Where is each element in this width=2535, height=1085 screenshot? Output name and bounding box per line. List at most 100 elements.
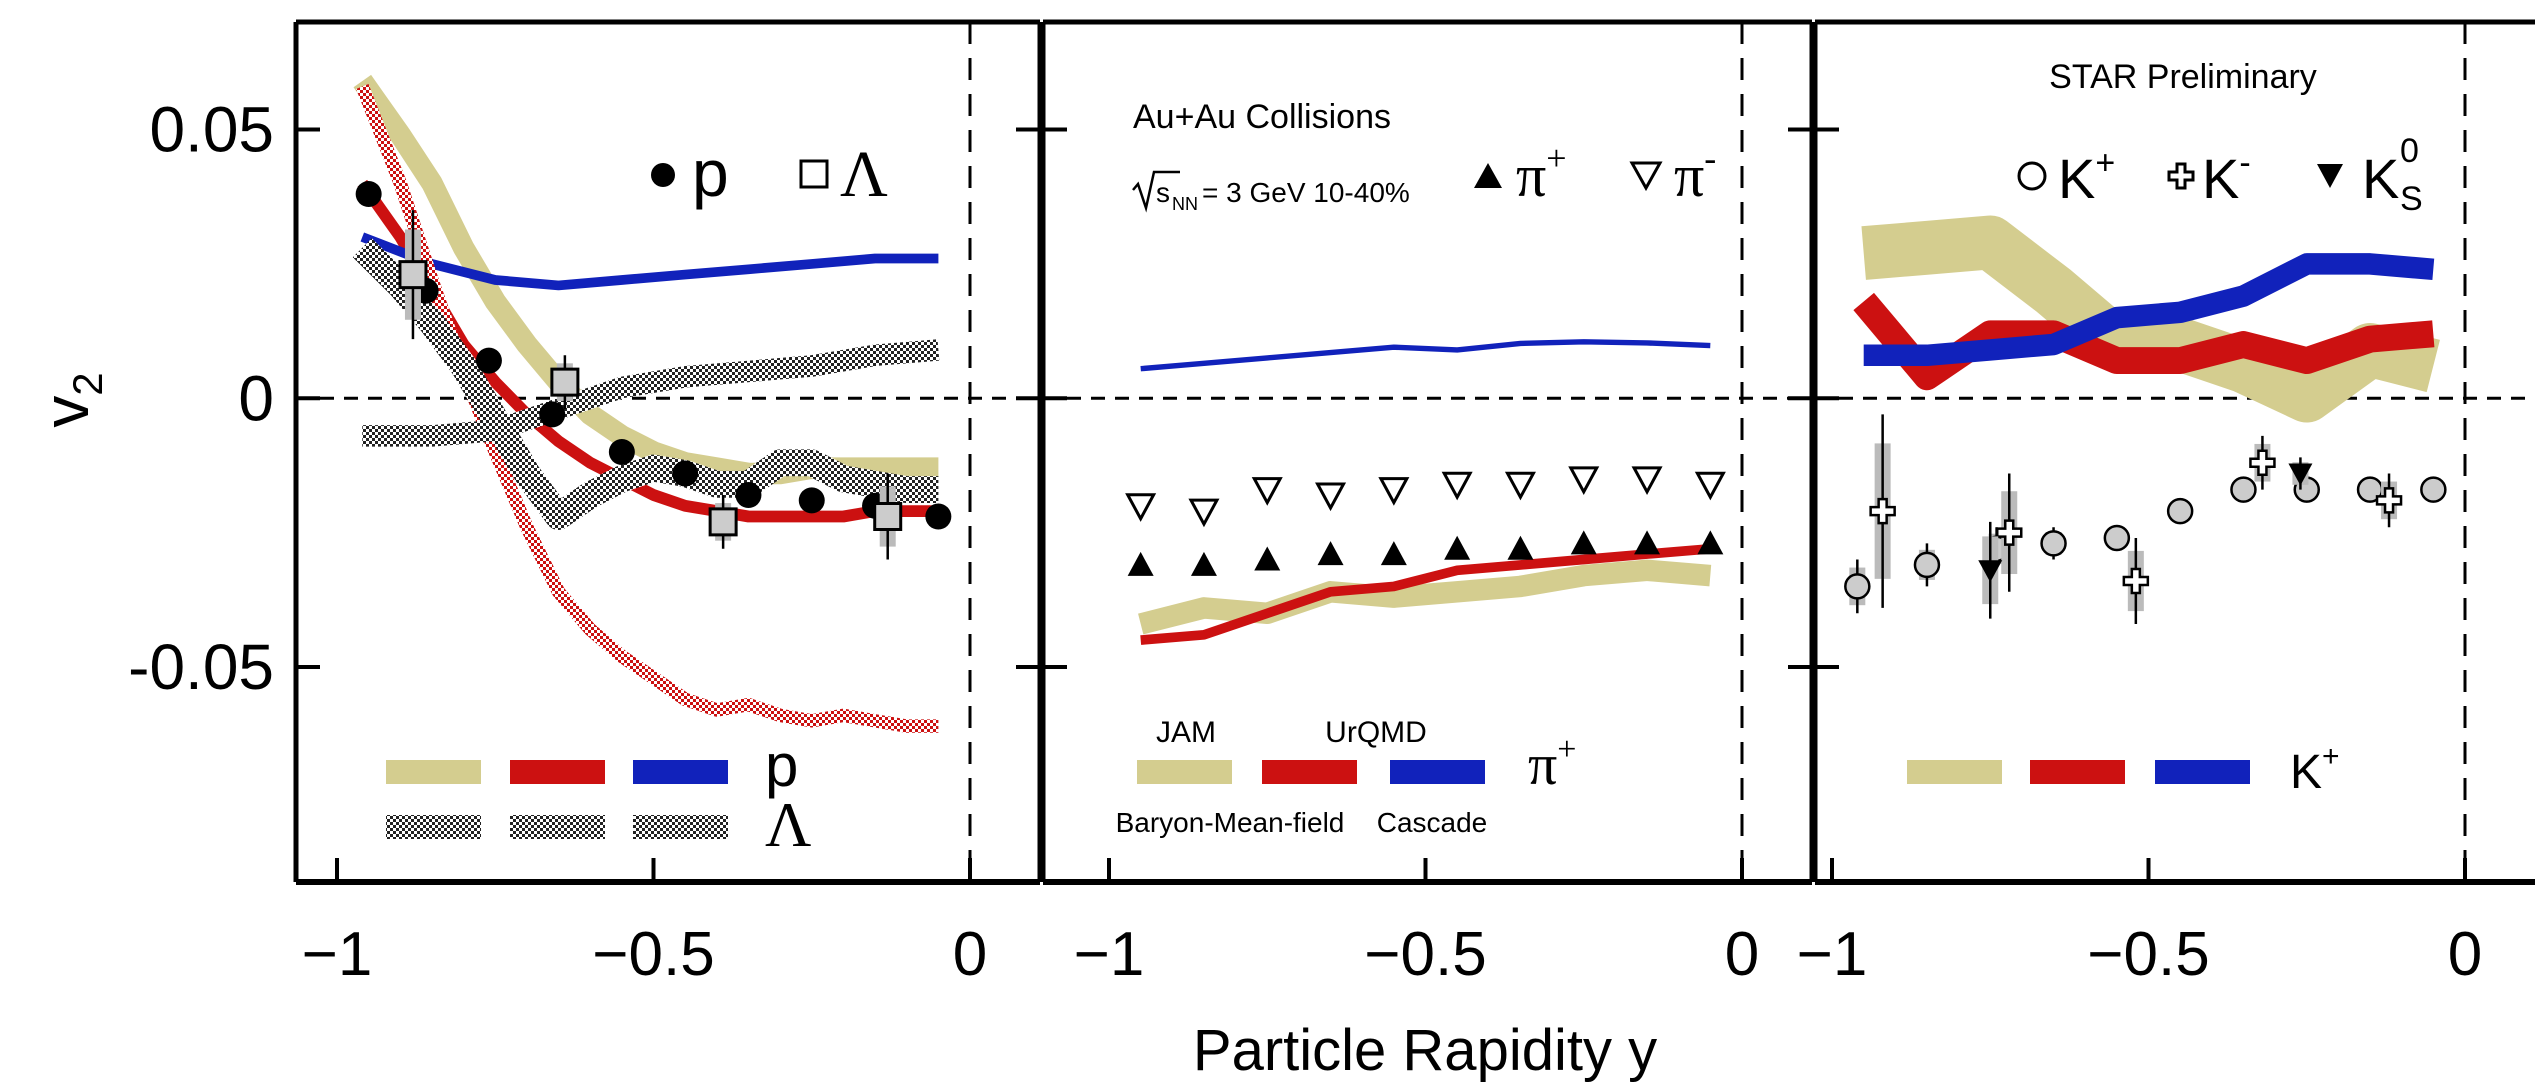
legend-label-k-plus: K+ — [2058, 144, 2115, 210]
model-line-cascade — [1140, 339, 1711, 372]
data-point-pi-minus — [1378, 477, 1410, 506]
x-tick-label: 0 — [2448, 920, 2482, 989]
data-point-k-minus — [2122, 567, 2150, 595]
data-point-pi-plus — [1317, 541, 1344, 566]
legend-label-k-short: K — [2362, 147, 2399, 210]
model-line-urqmd — [1140, 543, 1711, 645]
y-axis-label-main: v — [30, 396, 102, 428]
k-short-sup: 0 — [2400, 132, 2419, 170]
data-point-k-short — [1978, 560, 2003, 583]
legend-band-urqmd-middle — [1262, 760, 1357, 784]
legend-middle-markers: π+ π- — [1474, 138, 1716, 209]
data-point-k-plus — [1844, 573, 1871, 600]
legend-middle-pi-sup: + — [1557, 731, 1576, 768]
model-band-cascade — [1863, 253, 2435, 367]
legend-model-jam: JAM — [1156, 716, 1216, 749]
energy-centrality-label: = 3 GeV 10-40% — [1202, 177, 1410, 208]
data-point-lambda — [708, 507, 738, 537]
k-short-base: K — [2362, 147, 2399, 210]
data-point-pi-minus — [1631, 466, 1663, 496]
legend-label-pi-minus: π- — [1674, 138, 1716, 209]
legend-middle-row1-label: π+ — [1528, 731, 1576, 797]
data-point-pi-plus — [1507, 535, 1534, 560]
legend-right-k-base: K — [2290, 746, 2322, 799]
k-short-sub: S — [2400, 180, 2423, 218]
data-point-pi-minus — [1504, 471, 1536, 501]
data-point-pi-minus — [1441, 471, 1473, 501]
data-point-pi-plus — [1570, 530, 1597, 555]
data-point-p — [798, 487, 825, 514]
annotation-collisions: Au+Au Collisions — [1133, 98, 1391, 136]
data-point-k-minus — [1869, 497, 1896, 525]
data-point-p — [925, 503, 952, 530]
y-tick-label: 0 — [238, 362, 274, 434]
data-point-p — [475, 347, 502, 374]
model-hatched-jam — [352, 238, 939, 530]
pi-minus-sup: - — [1704, 138, 1716, 178]
data-point-k-plus — [2420, 476, 2447, 503]
legend-label-lambda: Λ — [840, 138, 888, 211]
legend-right-k-sup: + — [2322, 740, 2340, 773]
pi-plus-base: π — [1516, 143, 1546, 209]
snn-subscript: NN — [1172, 194, 1198, 214]
x-axis-label: Particle Rapidity y — [1193, 1018, 1657, 1083]
data-point-pi-minus — [1568, 466, 1600, 496]
y-tick-label: -0.05 — [128, 631, 274, 703]
data-point-pi-plus — [1254, 546, 1281, 571]
data-point-lambda — [398, 260, 428, 290]
legend-hatch-cascade — [633, 815, 728, 839]
data-point-k-minus — [2375, 487, 2403, 514]
legend-band-row1-label: p — [765, 732, 798, 799]
data-point-p — [608, 439, 635, 465]
data-point-pi-plus — [1444, 535, 1471, 560]
legend-band-cascade — [633, 760, 728, 784]
data-point-k-minus — [2249, 449, 2276, 476]
legend-left-bands: p Λ — [386, 732, 811, 860]
legend-label-p: p — [692, 136, 729, 210]
legend-band-cascade-right — [2155, 760, 2250, 784]
data-point-pi-minus — [1188, 498, 1220, 528]
legend-hatch-jam — [386, 815, 481, 839]
k-plus-base: K — [2058, 147, 2095, 210]
legend-marker-triangle-down-filled — [2317, 164, 2343, 188]
data-point-pi-plus — [1190, 551, 1217, 576]
data-point-k-plus — [2166, 497, 2194, 525]
y-tick-label: 0.05 — [149, 94, 274, 166]
legend-band-jam — [386, 760, 481, 784]
legend-band-row2-label: Λ — [765, 789, 811, 860]
sqrt-snn-label: s NN = 3 GeV 10-40% — [1132, 170, 1410, 214]
data-point-pi-plus — [1380, 541, 1407, 566]
data-point-pi-plus — [1697, 530, 1724, 555]
data-point-k-minus — [1995, 519, 2023, 546]
model-band-jam — [1861, 215, 2440, 423]
data-point-pi-minus — [1694, 471, 1726, 501]
y-axis-label-sub: 2 — [64, 372, 111, 395]
legend-marker-circle-open — [2017, 161, 2047, 191]
legend-label-pi-plus: π+ — [1516, 138, 1567, 209]
data-point-lambda — [873, 502, 903, 531]
data-point-pi-minus — [1315, 482, 1347, 512]
k-plus-sup: + — [2095, 144, 2115, 182]
model-line-cascade — [360, 232, 939, 291]
legend-middle-pi-base: π — [1528, 732, 1557, 797]
legend-marker-cross-open — [2167, 162, 2195, 190]
data-point-k-short — [2288, 463, 2313, 486]
legend-label-k-minus: K- — [2202, 144, 2251, 210]
data-point-p — [355, 181, 382, 207]
legend-middle-bands: JAM UrQMD π+ Baryon-Mean-field Cascade — [1116, 716, 1577, 838]
legend-band-urqmd — [510, 760, 605, 784]
x-tick-label: −1 — [1074, 920, 1145, 989]
data-point-k-plus — [2040, 530, 2067, 557]
pi-minus-base: π — [1674, 143, 1704, 209]
data-point-k-plus — [2230, 476, 2257, 503]
legend-hatch-urqmd — [510, 815, 605, 839]
legend-left-markers: p Λ — [651, 136, 888, 211]
x-tick-label: −0.5 — [1364, 920, 1486, 989]
panel-middle: −1 −0.5 0 — [1040, 19, 1815, 989]
x-tick-label: −0.5 — [2087, 920, 2209, 989]
model-hatched-urqmd — [362, 339, 940, 447]
data-point-pi-minus — [1125, 493, 1157, 522]
legend-marker-triangle-up — [1474, 163, 1502, 188]
legend-model-baryon-mean-field: Baryon-Mean-field — [1116, 807, 1345, 838]
x-tick-label: 0 — [953, 920, 987, 989]
